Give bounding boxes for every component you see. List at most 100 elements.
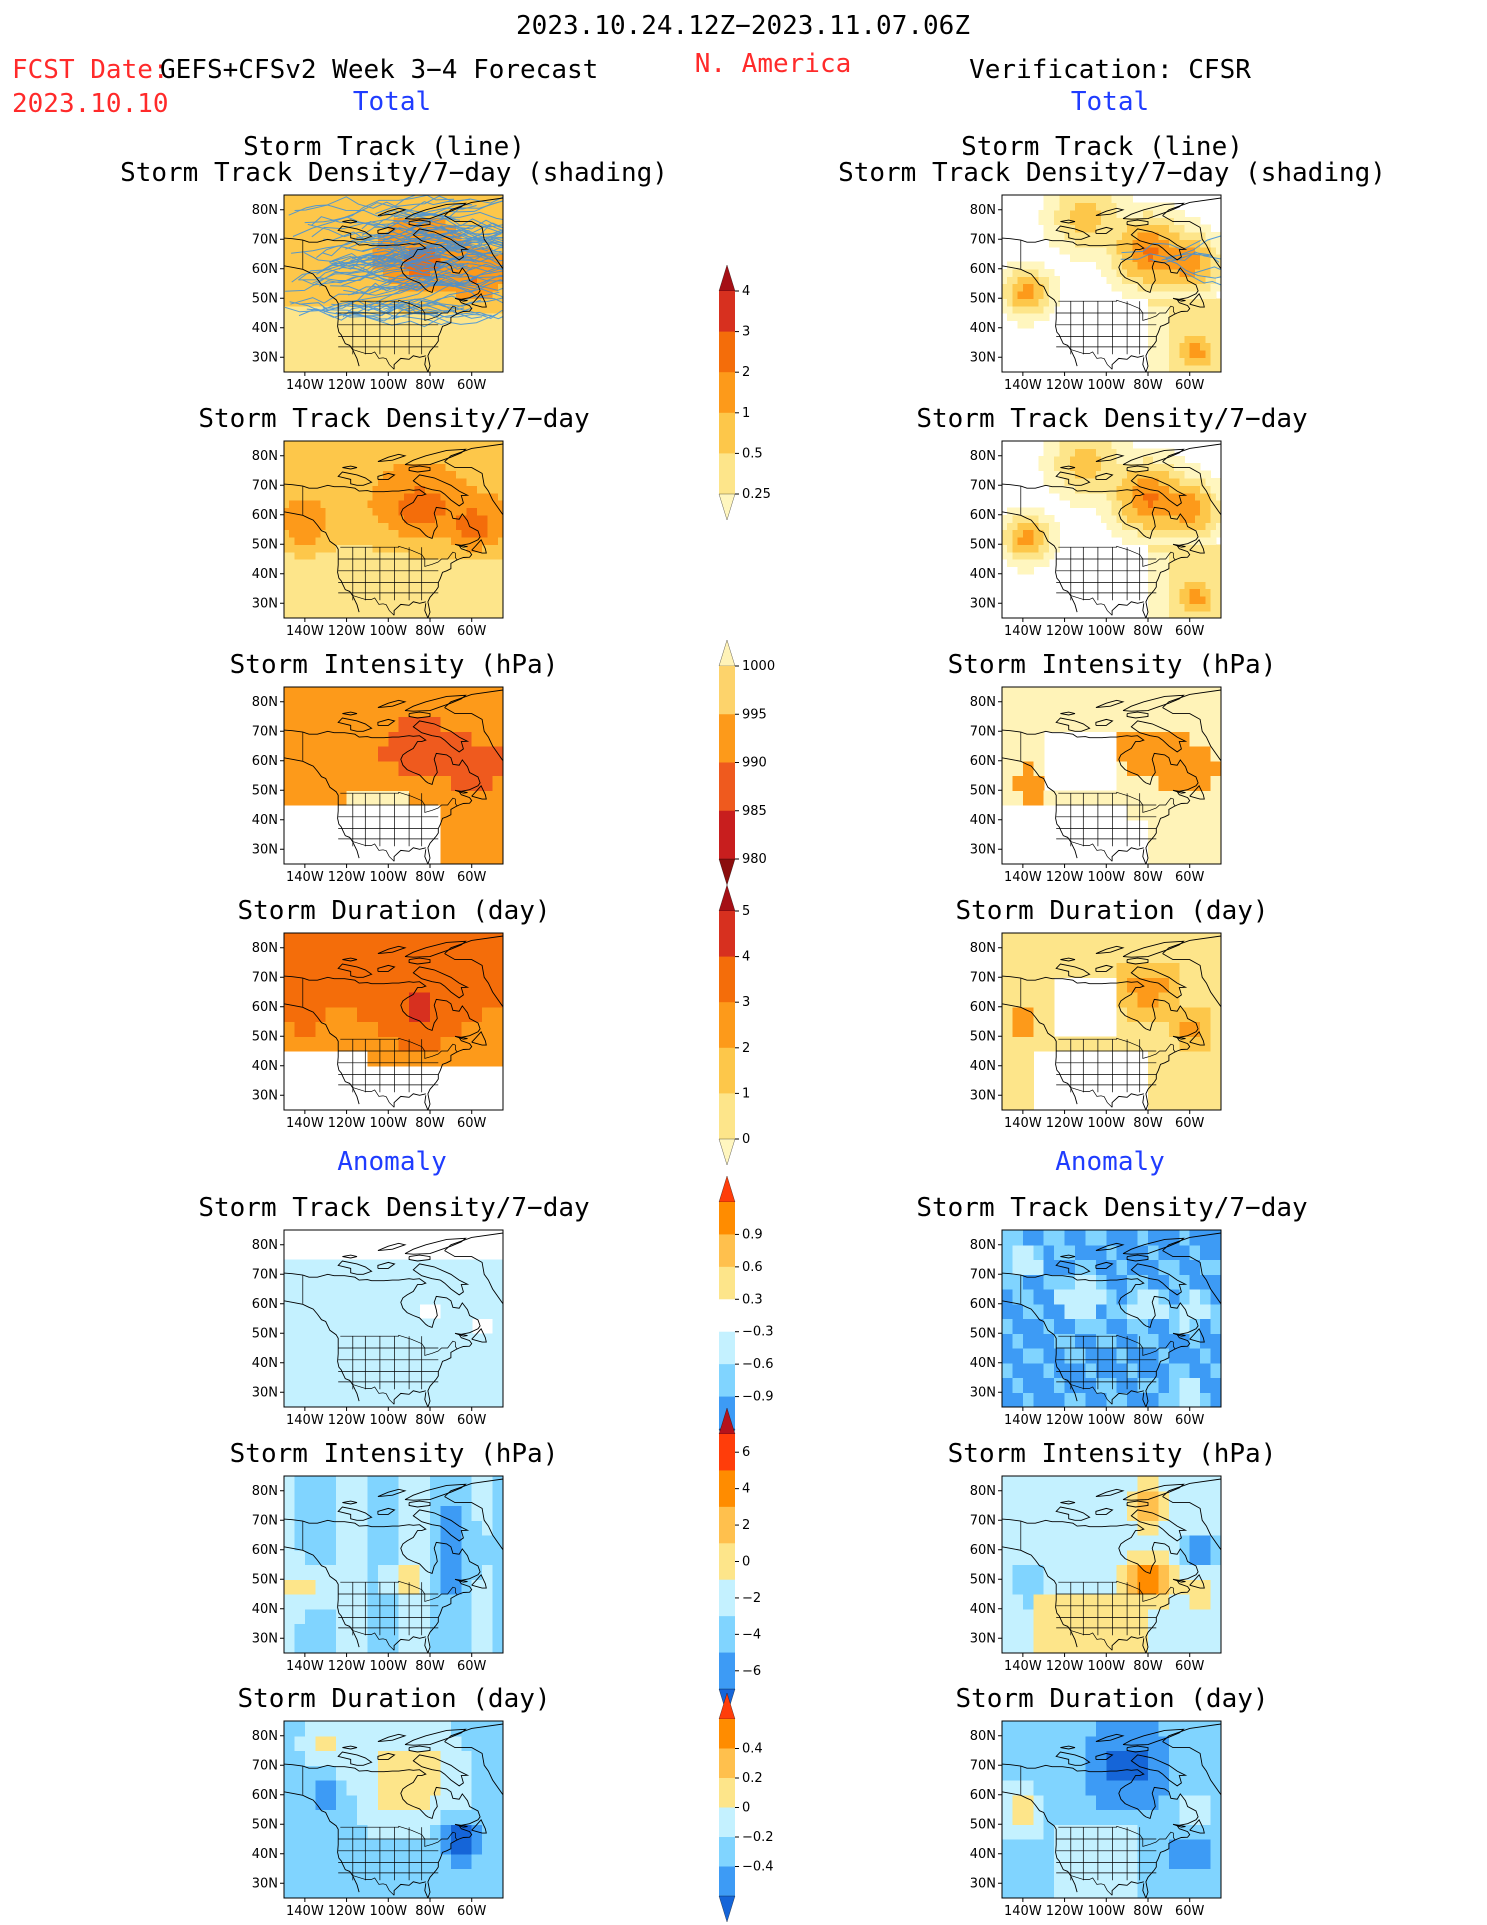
map-intensity-forecast: 80N 70N 60N 50N 40N 30N 140W 120W 100W 80W 60W: [252, 686, 504, 885]
lat-label: 80N: [252, 449, 278, 464]
map-frame: [1001, 1475, 1222, 1654]
lat-label: 30N: [252, 1631, 278, 1646]
colorbar-label: −4: [742, 1627, 761, 1642]
lat-label: 80N: [970, 941, 996, 956]
lat-label: 40N: [252, 1059, 278, 1074]
colorbar-label: 4: [742, 950, 750, 965]
lat-label: 80N: [252, 1484, 278, 1499]
shading-cells: [284, 933, 503, 1067]
colorbar-segments: [718, 1175, 736, 1456]
lon-label: 100W: [1087, 624, 1125, 639]
colorbar-density: 4 3 2 1 0.5 0.25: [718, 264, 771, 521]
lat-label: 60N: [970, 508, 996, 523]
lat-label: 50N: [252, 291, 278, 306]
panel-title-duration-anom-right: Storm Duration (day): [955, 1684, 1269, 1714]
lon-label: 120W: [1046, 378, 1084, 393]
map-duration-forecast: 80N 70N 60N 50N 40N 30N 140W 120W 100W 80W 60W: [252, 932, 504, 1131]
coastlines: [284, 1723, 503, 1898]
map-frame: [283, 932, 504, 1111]
lon-label: 60W: [1175, 1659, 1205, 1674]
map-duration-anomaly-verification: 80N 70N 60N 50N 40N 30N 140W 120W 100W 80W 60W: [970, 1720, 1222, 1919]
lon-label: 80W: [1133, 1659, 1163, 1674]
panel-title-track-shading-left: Storm Track Density/7−day (shading): [120, 158, 668, 188]
lat-label: 70N: [252, 1267, 278, 1282]
lat-label: 30N: [970, 842, 996, 857]
political-borders: [1020, 732, 1176, 862]
lat-label: 40N: [252, 567, 278, 582]
lat-label: 40N: [252, 321, 278, 336]
colorbar-intensity-anomaly: 6 4 2 0 −2 −4 −6: [718, 1407, 761, 1716]
lat-label: 70N: [970, 1267, 996, 1282]
lat-label: 30N: [252, 596, 278, 611]
colorbar-label: 3: [742, 325, 750, 340]
lat-label: 80N: [970, 1484, 996, 1499]
map-frame: [283, 440, 504, 619]
colorbar-label: 5: [742, 904, 750, 919]
colorbar-label: 0.9: [742, 1227, 763, 1242]
colorbar-label: 995: [742, 707, 767, 722]
coastlines: [1002, 689, 1221, 864]
colorbar-segments: [718, 1407, 736, 1716]
lat-label: 30N: [970, 1631, 996, 1646]
colorbar-label: 980: [742, 852, 767, 867]
lat-label: 70N: [252, 724, 278, 739]
lon-label: 120W: [1046, 1116, 1084, 1131]
panel-title-density-left: Storm Track Density/7−day: [198, 404, 590, 434]
lat-label: 70N: [252, 232, 278, 247]
coastlines: [1002, 443, 1221, 618]
total-label-left: Total: [352, 87, 432, 117]
map-density-verification: 80N 70N 60N 50N 40N 30N 140W 120W 100W 80W 60W: [970, 440, 1222, 639]
lon-label: 140W: [1004, 870, 1042, 885]
political-borders: [1020, 1275, 1176, 1405]
lat-label: 40N: [970, 1847, 996, 1862]
fcst-date-label: FCST Date:: [12, 55, 169, 85]
map-frame: [1001, 440, 1222, 619]
lon-label: 100W: [1087, 1904, 1125, 1919]
lat-label: 30N: [252, 842, 278, 857]
coastlines: [284, 1478, 503, 1653]
map-frame: [283, 1475, 504, 1654]
lat-label: 60N: [252, 1000, 278, 1015]
lon-label: 140W: [1004, 378, 1042, 393]
panel-title-intensity-left: Storm Intensity (hPa): [229, 650, 559, 680]
map-duration-verification: 80N 70N 60N 50N 40N 30N 140W 120W 100W 80W 60W: [970, 932, 1222, 1131]
lon-label: 120W: [328, 378, 366, 393]
colorbar-label: −0.2: [742, 1830, 774, 1845]
shading-cells: [1002, 195, 1221, 372]
lon-label: 120W: [328, 1904, 366, 1919]
lon-label: 120W: [328, 1659, 366, 1674]
colorbar-label: −0.4: [742, 1860, 774, 1875]
lat-label: 80N: [970, 695, 996, 710]
lat-label: 70N: [970, 232, 996, 247]
colorbar-label: 0.6: [742, 1260, 763, 1275]
coastlines: [1002, 935, 1221, 1110]
lon-label: 60W: [1175, 1116, 1205, 1131]
colorbar-duration-anomaly: 0.4 0.2 0 −0.2 −0.4: [718, 1692, 774, 1923]
map-intensity-anomaly-verification: 80N 70N 60N 50N 40N 30N 140W 120W 100W 80W 60W: [970, 1475, 1222, 1674]
colorbar-label: −6: [742, 1664, 761, 1679]
lat-label: 70N: [970, 1758, 996, 1773]
lat-label: 40N: [970, 567, 996, 582]
colorbar-label: 2: [742, 365, 750, 380]
panel-title-duration-anom-left: Storm Duration (day): [237, 1684, 551, 1714]
lon-label: 60W: [457, 1116, 487, 1131]
colorbar-segments: [718, 884, 736, 1166]
lon-label: 80W: [1133, 1116, 1163, 1131]
lat-label: 40N: [970, 1059, 996, 1074]
lat-label: 60N: [970, 1543, 996, 1558]
panel-title-density-anom-right: Storm Track Density/7−day: [916, 1193, 1308, 1223]
political-borders: [1020, 1766, 1176, 1896]
lon-label: 100W: [369, 624, 407, 639]
lat-label: 70N: [252, 1758, 278, 1773]
political-borders: [302, 978, 458, 1108]
lon-label: 140W: [286, 378, 324, 393]
panel-title-density-right: Storm Track Density/7−day: [916, 404, 1308, 434]
lon-label: 80W: [1133, 1904, 1163, 1919]
lat-label: 70N: [970, 970, 996, 985]
lon-label: 60W: [457, 870, 487, 885]
lon-label: 120W: [1046, 1413, 1084, 1428]
lat-label: 50N: [970, 783, 996, 798]
lat-label: 50N: [970, 1029, 996, 1044]
lat-label: 40N: [252, 813, 278, 828]
lat-label: 60N: [970, 262, 996, 277]
